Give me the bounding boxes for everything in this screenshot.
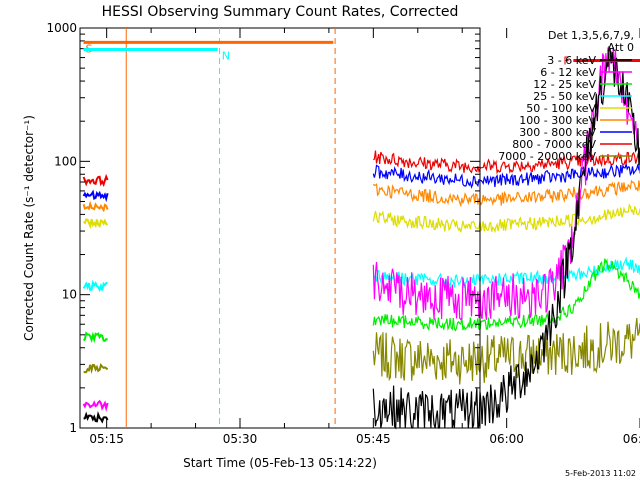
series-line-25-50-kev bbox=[372, 256, 640, 289]
series-pregap-12-25-kev bbox=[82, 331, 108, 344]
series-pregap-50-100-kev bbox=[83, 218, 109, 230]
series-pregap-300-800-kev bbox=[82, 189, 109, 203]
series-line-12-25-kev bbox=[372, 258, 640, 332]
plot-frame bbox=[79, 27, 481, 429]
series-pregap-7000-20000-kev bbox=[83, 363, 109, 375]
date-stamp: 5-Feb-2013 11:02 bbox=[565, 469, 636, 478]
legend-label-7000-20000-kev: 7000 - 20000 keV bbox=[498, 150, 596, 163]
legend-label-6-12-kev: 6 - 12 keV bbox=[540, 66, 596, 79]
series-line-6-12-kev bbox=[372, 47, 640, 321]
y-tick-label: 100 bbox=[54, 154, 77, 168]
legend-label-25-50-kev: 25 - 50 keV bbox=[533, 90, 596, 103]
y-axis-label: Corrected Count Rate (s⁻¹ detector⁻¹) bbox=[22, 115, 36, 341]
flags-layer: SNF bbox=[83, 28, 640, 428]
legend-header-attenuator: Att 0 bbox=[608, 41, 634, 54]
legend-label-100-300-kev: 100 - 300 keV bbox=[519, 114, 596, 127]
y-tick-label: 1 bbox=[69, 421, 77, 435]
series-line-50-100-kev bbox=[372, 203, 640, 234]
series-pregap-25-50-kev bbox=[82, 279, 108, 293]
series-pregap-800-7000-kev bbox=[82, 173, 109, 188]
x-tick-label: 06:15 bbox=[623, 432, 640, 446]
legend-label-50-100-kev: 50 - 100 keV bbox=[526, 102, 596, 115]
x-tick-label: 05:30 bbox=[223, 432, 258, 446]
x-tick-label: 05:45 bbox=[356, 432, 391, 446]
legend-label-800-7000-kev: 800 - 7000 keV bbox=[512, 138, 596, 151]
series-line-3-6-kev bbox=[372, 45, 640, 430]
series-pregap-6-12-kev bbox=[82, 399, 109, 412]
legend-label-300-800-kev: 300 - 800 keV bbox=[519, 126, 596, 139]
flag-label-f: F bbox=[563, 55, 569, 68]
legend-label-12-25-kev: 12 - 25 keV bbox=[533, 78, 596, 91]
x-axis-label: Start Time (05-Feb-13 05:14:22) bbox=[183, 456, 377, 470]
ticks-layer: 05:1505:3005:4506:0006:1506:3006:4511010… bbox=[46, 21, 640, 446]
y-tick-label: 1000 bbox=[46, 21, 77, 35]
series-line-7000-20000-kev bbox=[372, 317, 640, 385]
series-pregap-100-300-kev bbox=[82, 200, 109, 213]
series-line-100-300-kev bbox=[372, 179, 640, 208]
x-tick-label: 05:15 bbox=[89, 432, 124, 446]
y-tick-label: 10 bbox=[62, 288, 77, 302]
legend-header-detectors: Det 1,3,5,6,7,9, bbox=[548, 29, 634, 42]
data-layer bbox=[82, 45, 640, 430]
flag-label-n: N bbox=[222, 49, 230, 62]
x-tick-label: 06:00 bbox=[489, 432, 524, 446]
chart-title: HESSI Observing Summary Count Rates, Cor… bbox=[102, 4, 459, 20]
legend-label-3-6-kev: 3 - 6 keV bbox=[547, 54, 596, 67]
series-pregap-3-6-kev bbox=[83, 411, 109, 424]
